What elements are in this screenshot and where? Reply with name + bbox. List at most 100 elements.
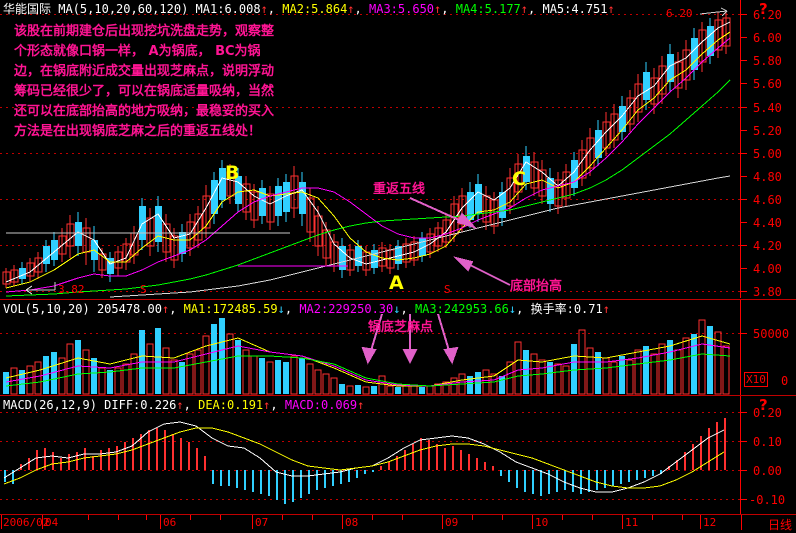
price-plot-area[interactable]: 华能国际 MA(5,10,20,60,120) MA1:6.008↑, MA2:… — [0, 0, 741, 298]
help-icon[interactable]: ? — [759, 0, 768, 18]
vol-title: VOL(5,10,20) — [3, 302, 90, 316]
analysis-note: 该股在前期建仓后出现挖坑洗盘走势，观察整 个形态就像口锅一样， A为锅底， BC… — [14, 22, 274, 142]
price-tick-580: 5.80 — [753, 54, 782, 68]
ma3-value: 5.650 — [397, 2, 435, 16]
price-panel: 华能国际 MA(5,10,20,60,120) MA1:6.008↑, MA2:… — [0, 0, 796, 298]
callout-return-five-line: 重返五线 — [373, 182, 426, 197]
date-label-5: 09 — [445, 516, 459, 529]
volma1-arrow-icon: ↓ — [277, 302, 285, 316]
volume-multiplier-badge: X10 — [744, 372, 768, 387]
macd-svg — [3, 418, 726, 504]
ma4-value: 5.177 — [484, 2, 521, 16]
volume-header: VOL(5,10,20) 205478.00↑, MA1:172485.59↓,… — [3, 302, 610, 316]
gridline-540 — [0, 107, 741, 108]
ma1-label: MA1: — [195, 2, 225, 16]
volume-axis[interactable]: 50000 0 X10 — [740, 300, 796, 395]
dea-label: DEA: — [198, 398, 228, 412]
turnover-value: 0.71 — [573, 302, 603, 316]
macd-arrow-icon: ↑ — [357, 398, 365, 412]
price-tick-520: 5.20 — [753, 124, 782, 138]
volma2-label: MA2: — [299, 302, 329, 316]
date-label-4: 08 — [345, 516, 359, 529]
price-tick-460: 4.60 — [753, 193, 782, 207]
volume-panel: VOL(5,10,20) 205478.00↑, MA1:172485.59↓,… — [0, 299, 796, 395]
marker-c: C — [512, 168, 526, 190]
stock-name: 华能国际 — [3, 2, 52, 16]
diff-arrow-icon: ↑ — [176, 398, 184, 412]
high-price-label: 6.20 — [666, 7, 693, 20]
gridline-380 — [0, 291, 741, 292]
macd-gridline-020 — [0, 412, 741, 413]
sell-marker-1: S — [140, 283, 147, 296]
macd-help-icon[interactable]: ? — [759, 396, 768, 414]
period-label[interactable]: 日线 — [767, 518, 792, 532]
macd-tick-neg010: -0.10 — [749, 493, 786, 507]
vol-value: 205478.00 — [96, 302, 162, 316]
date-axis[interactable]: 2006/02 04 06 07 08 09 10 11 12 日线 — [0, 514, 796, 532]
gridline-420 — [0, 245, 741, 246]
callout-sesame-points: 锅底芝麻点 — [368, 320, 434, 335]
macd-tick-010: 0.10 — [753, 435, 782, 449]
price-tick-380: 3.80 — [753, 285, 782, 299]
dea-arrow-icon: ↑ — [263, 398, 271, 412]
ma1-arrow-icon: ↑ — [260, 2, 268, 16]
volma2-value: 229250.30 — [328, 302, 394, 316]
price-header: 华能国际 MA(5,10,20,60,120) MA1:6.008↑, MA2:… — [3, 2, 615, 16]
marker-a: A — [389, 272, 404, 294]
note-line-6: 方法是在出现锅底芝麻之后的重返五线处！ — [14, 124, 262, 139]
dea-value: 0.191 — [227, 398, 264, 412]
volma3-label: MA3: — [414, 302, 444, 316]
date-label-1: 04 — [45, 516, 59, 529]
price-tick-420: 4.20 — [753, 239, 782, 253]
date-label-3: 07 — [255, 516, 269, 529]
date-label-7: 11 — [625, 516, 639, 529]
ma2-value: 5.864 — [311, 2, 348, 16]
note-line-3: 边，在锅底附近成交量出现芝麻点，说明浮动 — [14, 64, 275, 79]
price-tick-540: 5.40 — [753, 101, 782, 115]
volume-plot-area[interactable]: VOL(5,10,20) 205478.00↑, MA1:172485.59↓,… — [0, 300, 741, 395]
date-label-6: 10 — [535, 516, 549, 529]
ma4-label: MA4: — [455, 2, 485, 16]
note-line-4: 筹码已经很少了，可以在锅底适量吸纳，当然 — [14, 84, 275, 99]
date-label-0: 2006/02 — [3, 516, 50, 529]
ma4-arrow-icon: ↑ — [520, 2, 528, 16]
low-price-label: 3.82 — [58, 283, 85, 296]
price-tick-440: 4.40 — [753, 216, 782, 230]
price-tick-620: 6.20 — [753, 8, 782, 22]
ma3-label: MA3: — [369, 2, 398, 16]
ma3-arrow-icon: ↑ — [434, 2, 442, 16]
macd-value: 0.069 — [320, 398, 358, 412]
vol-tick-0: 0 — [781, 374, 789, 388]
volma1-value: 172485.59 — [212, 302, 278, 316]
turnover-label: 换手率: — [530, 302, 574, 316]
price-tick-560: 5.60 — [753, 77, 782, 91]
macd-gridline-neg010 — [0, 499, 741, 500]
ma1-value: 6.008 — [224, 2, 261, 16]
callout-bottom-lift: 底部抬高 — [510, 279, 563, 294]
ma-title: MA(5,10,20,60,120) — [58, 2, 189, 16]
macd-plot-area[interactable]: MACD(26,12,9) DIFF:0.226↑, DEA:0.191↑, M… — [0, 396, 741, 515]
macd-gridline-010 — [0, 441, 741, 442]
price-candles-svg — [2, 7, 731, 298]
macd-label: MACD: — [284, 398, 321, 412]
price-axis[interactable]: ? 6.20 6.00 5.80 5.60 5.40 5.20 5.00 4.8… — [740, 0, 796, 298]
gridline-500 — [0, 153, 741, 154]
note-line-1: 该股在前期建仓后出现挖坑洗盘走势，观察整 — [14, 24, 275, 39]
ma5-arrow-icon: ↑ — [607, 2, 615, 16]
sell-marker-2: S — [444, 283, 451, 296]
marker-b: B — [225, 162, 240, 184]
price-tick-480: 4.80 — [753, 170, 782, 184]
macd-axis[interactable]: ? 0.20 0.10 0.00 -0.10 — [740, 396, 796, 515]
note-line-2: 个形态就像口锅一样， A为锅底， BC为锅 — [14, 44, 261, 59]
ma5-label: MA5: — [542, 2, 572, 16]
macd-tick-020: 0.20 — [753, 406, 782, 420]
macd-panel: MACD(26,12,9) DIFF:0.226↑, DEA:0.191↑, M… — [0, 395, 796, 515]
macd-header: MACD(26,12,9) DIFF:0.226↑, DEA:0.191↑, M… — [3, 398, 365, 412]
volma3-arrow-icon: ↓ — [508, 302, 517, 316]
ma2-arrow-icon: ↑ — [347, 2, 355, 16]
macd-title: MACD(26,12,9) — [3, 398, 97, 412]
price-tick-500: 5.00 — [753, 147, 782, 161]
macd-gridline-000 — [0, 470, 741, 471]
turnover-arrow-icon: ↑ — [602, 302, 610, 316]
